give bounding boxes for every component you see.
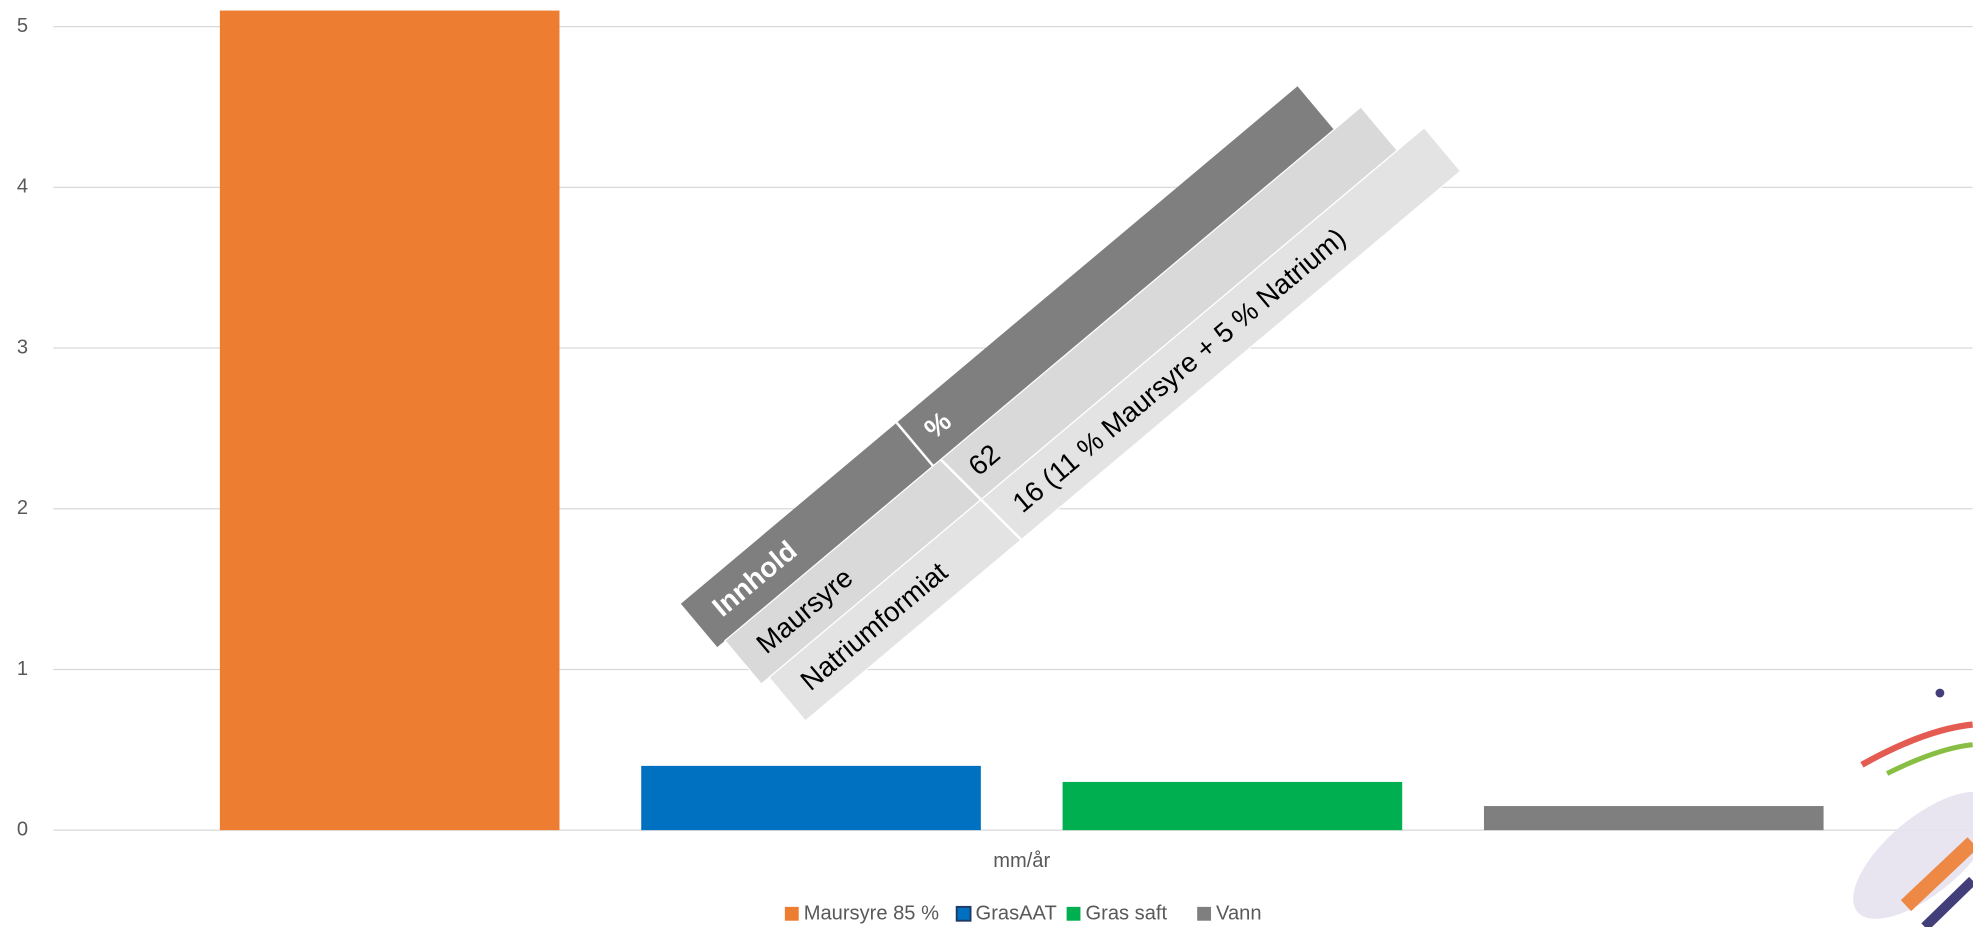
y-tick-label: 2 — [17, 497, 28, 519]
y-tick-label: 4 — [17, 176, 28, 198]
legend-label: Vann — [1216, 903, 1261, 925]
plot-area: 0 1 2 3 4 5 mm/år — [17, 10, 1973, 872]
legend-swatch — [1197, 906, 1212, 921]
bar — [1483, 806, 1824, 831]
y-tick-label: 5 — [17, 15, 28, 37]
table-header — [680, 86, 1334, 648]
logo — [1853, 688, 1973, 927]
bar — [1062, 781, 1403, 831]
data-table: Innhold % Maursyre 62 Natriumformiat 16 … — [680, 86, 1462, 722]
y-tick-label: 1 — [17, 658, 28, 680]
bar — [641, 765, 981, 831]
y-tick-label: 3 — [17, 336, 28, 358]
legend-item: Vann — [1197, 903, 1262, 925]
legend-label: Maursyre 85 % — [804, 903, 939, 925]
legend-label: GrasAAT — [976, 903, 1057, 925]
x-tick-label: mm/år — [993, 850, 1050, 872]
legend-label: Gras saft — [1085, 903, 1167, 925]
y-tick-label: 0 — [17, 818, 28, 840]
legend-swatch — [955, 905, 972, 922]
legend-swatch — [784, 906, 799, 921]
table-row — [768, 126, 1462, 722]
legend-item: Gras saft — [1066, 903, 1167, 925]
legend-item: GrasAAT — [955, 903, 1057, 925]
legend-swatch — [1066, 906, 1081, 921]
bar — [219, 10, 560, 831]
legend-item: Maursyre 85 % — [784, 903, 939, 925]
